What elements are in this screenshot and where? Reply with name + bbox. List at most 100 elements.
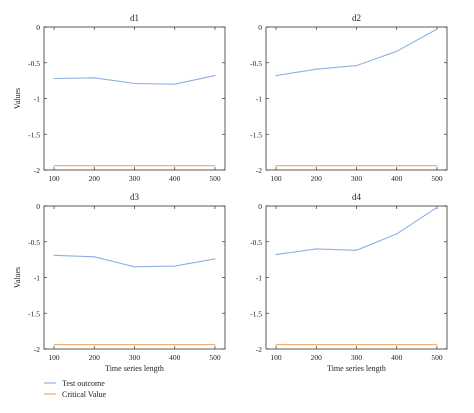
y-axis-label: Values <box>13 267 22 288</box>
y-tick-label: -1 <box>34 274 40 283</box>
data-point-test-outcome <box>93 77 95 79</box>
y-tick-label: -1 <box>34 95 40 104</box>
data-point-critical-value <box>355 344 358 346</box>
y-tick-label: -1.5 <box>28 309 40 318</box>
y-tick-label: -0.5 <box>28 238 40 247</box>
y-tick-label: -1.5 <box>250 309 262 318</box>
data-point-critical-value <box>275 344 277 346</box>
y-tick-label: -2 <box>34 345 40 354</box>
data-point-test-outcome <box>133 82 136 85</box>
plot-frame <box>43 26 226 171</box>
x-tick-label: 100 <box>48 174 60 183</box>
x-tick-label: 200 <box>311 174 323 183</box>
x-tick-label: 100 <box>48 353 60 362</box>
x-tick-label: 300 <box>129 353 141 362</box>
x-axis-label: Time series length <box>327 364 386 373</box>
data-point-critical-value <box>275 165 277 167</box>
data-point-test-outcome <box>355 249 358 251</box>
data-point-critical-value <box>436 165 438 167</box>
x-tick-label: 400 <box>169 353 181 362</box>
data-point-critical-value <box>174 165 176 167</box>
data-point-test-outcome <box>53 77 55 80</box>
data-point-test-outcome <box>214 75 216 77</box>
series-line-test-outcome <box>276 206 438 256</box>
panel-title: d4 <box>352 192 362 202</box>
panel-title: d3 <box>130 192 140 202</box>
data-point-test-outcome <box>436 28 438 30</box>
panel-title: d1 <box>130 13 139 23</box>
data-point-test-outcome <box>275 75 277 77</box>
legend-label-critical-value: Critical Value <box>62 390 107 399</box>
plot-frame <box>43 205 226 350</box>
y-tick-label: -0.5 <box>250 59 262 68</box>
data-point-critical-value <box>355 165 358 167</box>
y-tick-label: 0 <box>36 202 40 211</box>
x-tick-label: 500 <box>431 353 443 362</box>
data-point-critical-value <box>133 165 136 167</box>
data-point-critical-value <box>214 344 216 346</box>
data-point-test-outcome <box>275 254 277 256</box>
y-tick-label: -0.5 <box>28 59 40 68</box>
legend-label-test-outcome: Test outcome <box>62 379 105 388</box>
series-line-test-outcome <box>54 254 215 268</box>
series-line-test-outcome <box>276 28 438 77</box>
panel-d4: d4 100 200 300 400 500 0 -0.5 -1 -1.5 -2 Time serie… <box>250 192 448 373</box>
x-tick-label: 100 <box>270 353 282 362</box>
x-tick-label: 500 <box>209 353 221 362</box>
y-tick-label: 0 <box>36 23 40 32</box>
data-point-critical-value <box>396 165 398 167</box>
x-tick-label: 200 <box>311 353 323 362</box>
panel-title: d2 <box>352 13 361 23</box>
plot-frame <box>265 26 448 171</box>
plot-frame <box>265 205 448 350</box>
x-tick-label: 300 <box>351 174 363 183</box>
data-point-test-outcome <box>174 83 176 85</box>
data-point-critical-value <box>214 165 216 167</box>
y-tick-label: 0 <box>258 23 262 32</box>
data-point-test-outcome <box>315 248 317 250</box>
data-point-critical-value <box>396 344 398 346</box>
x-tick-label: 300 <box>129 174 141 183</box>
y-axis-label: Values <box>13 88 22 109</box>
data-point-test-outcome <box>174 265 176 267</box>
y-tick-label: -1 <box>256 274 262 283</box>
data-point-critical-value <box>53 344 55 346</box>
data-point-critical-value <box>93 165 95 167</box>
x-tick-label: 400 <box>391 174 403 183</box>
x-tick-label: 500 <box>209 174 221 183</box>
y-tick-label: -2 <box>256 166 262 175</box>
x-tick-label: 400 <box>169 174 181 183</box>
y-tick-label: 0 <box>258 202 262 211</box>
data-point-test-outcome <box>315 68 317 70</box>
panel-d2: d2 100 200 300 400 500 0 -0.5 -1 -1.5 -2 <box>250 13 448 183</box>
data-point-critical-value <box>315 344 317 346</box>
y-tick-label: -0.5 <box>250 238 262 247</box>
data-point-test-outcome <box>93 256 95 258</box>
x-tick-label: 200 <box>89 353 101 362</box>
x-tick-label: 100 <box>270 174 282 183</box>
data-point-test-outcome <box>133 266 136 268</box>
legend: Test outcome Critical Value <box>44 379 107 399</box>
data-point-test-outcome <box>396 233 398 235</box>
x-tick-label: 300 <box>351 353 363 362</box>
y-tick-label: -1.5 <box>250 130 262 139</box>
x-tick-label: 400 <box>391 353 403 362</box>
y-tick-label: -2 <box>256 345 262 354</box>
data-point-critical-value <box>133 344 136 346</box>
y-tick-label: -1.5 <box>28 130 40 139</box>
data-point-test-outcome <box>53 254 55 256</box>
data-point-critical-value <box>53 165 55 167</box>
y-tick-label: -2 <box>34 166 40 175</box>
data-point-test-outcome <box>214 258 216 260</box>
data-point-test-outcome <box>355 65 358 67</box>
y-tick-label: -1 <box>256 95 262 104</box>
data-point-critical-value <box>315 165 317 167</box>
data-point-test-outcome <box>436 206 438 209</box>
panel-d3: d3 100 200 300 400 500 0 -0.5 -1 -1.5 -2 Values Time… <box>13 192 226 373</box>
x-tick-label: 500 <box>431 174 443 183</box>
x-axis-label: Time series length <box>105 364 164 373</box>
data-point-critical-value <box>174 344 176 346</box>
x-tick-label: 200 <box>89 174 101 183</box>
data-point-critical-value <box>93 344 95 346</box>
